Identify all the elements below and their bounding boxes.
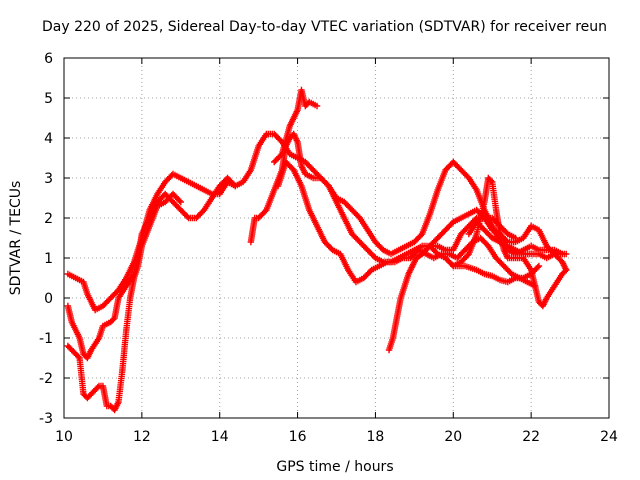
y-tick-label: -1 [39,331,53,347]
grid-lines [64,58,609,418]
data-point [277,152,284,159]
series-track-6 [274,158,539,290]
data-point [472,216,479,223]
data-point [177,198,184,206]
y-tick-label: 6 [44,51,53,67]
data-point [378,245,386,252]
data-point [75,353,82,360]
data-point [313,102,321,110]
series-track-5 [271,86,321,166]
data-point [433,249,440,256]
y-tick-label: 3 [44,171,53,187]
data-point [503,245,510,252]
y-tick-label: 0 [44,291,53,307]
x-tick-label: 16 [289,429,307,445]
y-tick-label: -3 [39,411,53,427]
series-track-9 [450,262,543,286]
data-point [184,213,191,220]
data-point [261,208,269,215]
data-point [534,264,541,271]
y-tick-label: 4 [44,131,53,147]
data-point [94,384,101,391]
data-point [230,181,238,188]
data-point [503,229,510,236]
series-track-10 [426,214,519,254]
data-point [559,250,566,258]
x-tick-label: 18 [367,429,385,445]
data-point [110,316,117,323]
x-tick-label: 12 [133,429,151,445]
x-tick-label: 20 [444,429,462,445]
chart-title: Day 220 of 2025, Sidereal Day-to-day VTE… [42,19,607,35]
x-tick-label: 10 [55,429,73,445]
x-tick-labels: 10 12 14 16 18 20 22 24 [55,429,618,445]
x-axis-label: GPS time / hours [276,459,393,475]
data-point [535,262,543,270]
series-track-7 [385,174,570,354]
data-point [562,266,570,274]
x-tick-label: 14 [211,429,229,445]
data-point [464,252,471,259]
y-tick-labels: -3 -2 -1 0 1 2 3 4 5 6 [39,51,53,427]
axis-ticks [63,57,610,419]
data-point [512,234,519,242]
data-point [232,182,239,190]
series-track-3 [64,190,184,414]
data-point [487,233,495,240]
x-tick-label: 24 [600,429,618,445]
x-tick-label: 22 [522,429,540,445]
plot-frame [63,57,610,419]
data-point [417,232,425,239]
data-point [561,268,569,275]
data-point [487,177,495,184]
y-tick-label: 1 [44,251,53,267]
data-point [370,253,378,260]
y-tick-label: 2 [44,211,53,227]
data-point [507,269,514,276]
y-tick-label: 5 [44,91,53,107]
y-tick-label: -2 [39,371,53,387]
data-point [176,197,183,204]
data-point [448,220,456,227]
y-axis-label: SDTVAR / TECUs [8,181,24,296]
data-points [64,86,570,414]
data-point [328,245,335,252]
series-track-8 [465,218,566,258]
data-point [367,268,374,275]
